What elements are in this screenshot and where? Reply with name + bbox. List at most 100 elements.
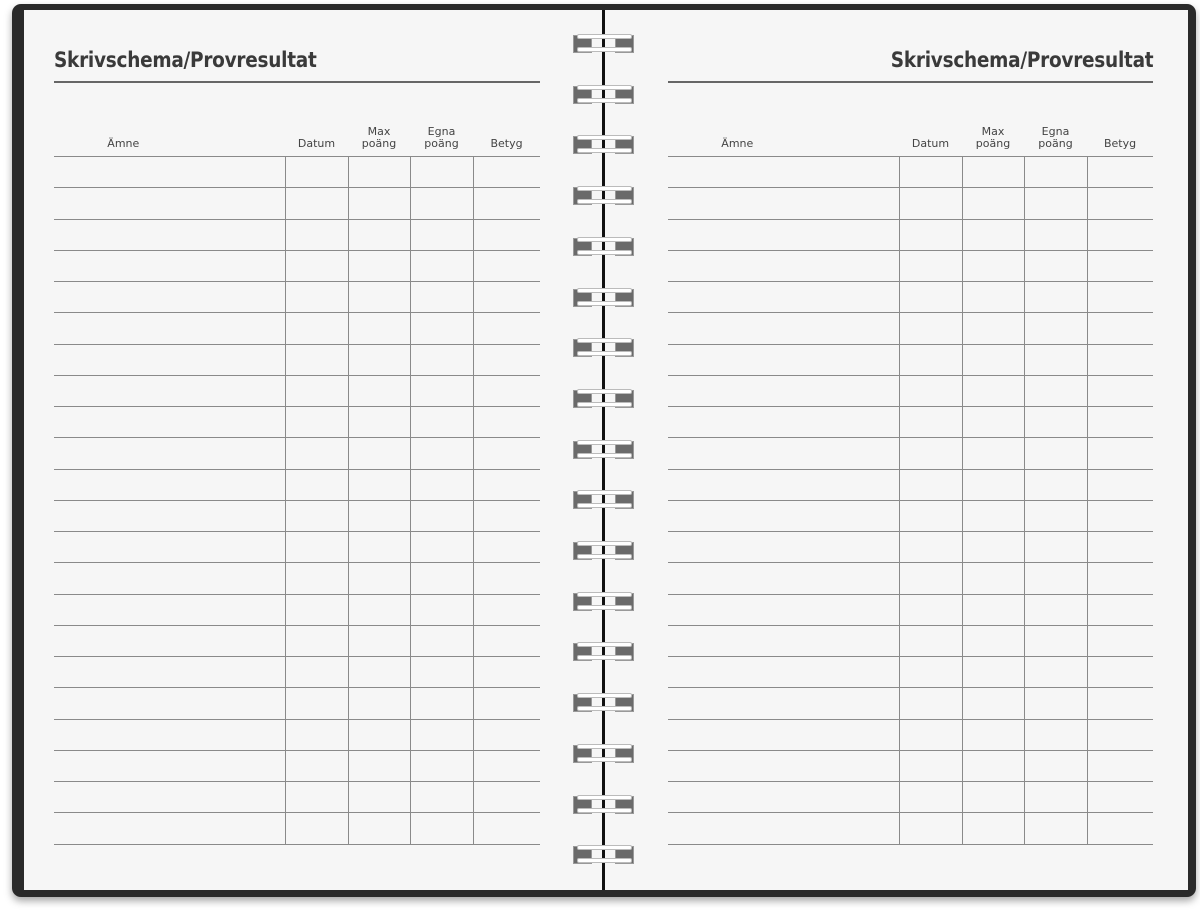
table-row-line	[54, 624, 540, 626]
column-header-own-points: Egna poäng	[424, 125, 459, 150]
table-row[interactable]	[668, 376, 1153, 406]
table-row-line	[54, 343, 540, 345]
table-row[interactable]	[668, 220, 1153, 250]
table-row[interactable]	[54, 626, 540, 656]
table-row-line	[54, 531, 540, 532]
table-row-line	[668, 249, 1153, 251]
table-row[interactable]	[668, 626, 1153, 656]
spiral-ring	[573, 540, 634, 560]
column-divider	[410, 156, 411, 844]
table-row[interactable]	[54, 688, 540, 718]
column-header-subject: Ämne	[107, 137, 140, 150]
table-row[interactable]	[54, 813, 540, 843]
table-row[interactable]	[54, 282, 540, 312]
column-divider	[1024, 156, 1025, 844]
table-row[interactable]	[668, 688, 1153, 718]
table-row-line	[668, 687, 1153, 689]
column-header-date: Datum	[297, 137, 336, 150]
table-row-line	[668, 218, 1153, 220]
table-row-line	[54, 374, 540, 376]
table-row[interactable]	[54, 501, 540, 531]
page-title: Skrivschema/Provresultat	[54, 48, 317, 72]
table-row[interactable]	[668, 188, 1153, 218]
table-row[interactable]	[54, 407, 540, 437]
column-header-own-points: Egna poäng	[1038, 125, 1073, 150]
column-divider	[348, 156, 349, 844]
table-row[interactable]	[668, 720, 1153, 750]
table-row[interactable]	[668, 407, 1153, 437]
table-row-line	[668, 406, 1153, 407]
table-row[interactable]	[668, 563, 1153, 593]
page-title: Skrivschema/Provresultat	[890, 48, 1153, 72]
table-row-line	[668, 531, 1153, 532]
table-row[interactable]	[54, 657, 540, 687]
table-row[interactable]	[54, 438, 540, 468]
table-row[interactable]	[668, 313, 1153, 343]
table-row-line	[54, 312, 540, 314]
spiral-ring	[573, 84, 634, 104]
table-row[interactable]	[54, 470, 540, 500]
table-row-line	[668, 374, 1153, 376]
table-row-line	[668, 656, 1153, 657]
table-row-line	[668, 187, 1153, 189]
spiral-ring	[573, 287, 634, 307]
table-row[interactable]	[668, 657, 1153, 687]
column-divider	[1087, 156, 1088, 844]
table-row[interactable]	[54, 376, 540, 406]
table-row[interactable]	[54, 532, 540, 562]
column-header-max-points: Max poäng	[975, 125, 1011, 150]
table-row[interactable]	[668, 251, 1153, 281]
spiral-ring	[573, 692, 634, 713]
table-row-line	[54, 781, 540, 782]
table-row-line	[668, 499, 1153, 501]
table-row-line	[54, 437, 540, 439]
table-row-line	[668, 812, 1153, 814]
table-row[interactable]	[668, 501, 1153, 531]
table-row[interactable]	[54, 157, 540, 187]
table-row-line	[668, 562, 1153, 564]
table-row-line	[54, 687, 540, 689]
table-row[interactable]	[668, 751, 1153, 781]
table-row[interactable]	[54, 563, 540, 593]
table-row-line	[54, 656, 540, 657]
table-row-line	[668, 593, 1153, 595]
table-row[interactable]	[54, 345, 540, 375]
table-row-line	[54, 812, 540, 814]
spiral-ring	[573, 439, 634, 459]
spiral-ring	[573, 337, 634, 358]
table-row[interactable]	[54, 751, 540, 781]
table-row[interactable]	[668, 470, 1153, 500]
table-row[interactable]	[54, 251, 540, 281]
right-page: Skrivschema/Provresultat Ämne Datum Max po…	[605, 10, 1188, 890]
table-row[interactable]	[668, 595, 1153, 625]
column-header-subject: Ämne	[721, 137, 754, 150]
table-row[interactable]	[54, 782, 540, 812]
table-row-line	[668, 781, 1153, 782]
table-row[interactable]	[54, 313, 540, 343]
table-row[interactable]	[668, 532, 1153, 562]
table-row[interactable]	[668, 157, 1153, 187]
spiral-ring	[573, 33, 634, 53]
table-row[interactable]	[54, 720, 540, 750]
table-row[interactable]	[54, 188, 540, 218]
table-row-line	[668, 749, 1153, 751]
column-divider	[285, 156, 286, 844]
spiral-ring	[573, 236, 634, 256]
table-row[interactable]	[54, 220, 540, 250]
table-row[interactable]	[668, 782, 1153, 812]
table-row-line	[54, 187, 540, 189]
table-row[interactable]	[668, 438, 1153, 468]
spiral-ring	[573, 489, 634, 510]
spine	[602, 10, 605, 890]
title-rule	[54, 81, 540, 83]
table-row-line	[668, 468, 1153, 470]
spiral-ring	[573, 134, 634, 155]
table-row[interactable]	[54, 595, 540, 625]
header-rule	[54, 156, 540, 157]
left-page: Skrivschema/Provresultat Ämne Datum Max po…	[24, 10, 603, 890]
table-row-line	[668, 843, 1153, 845]
header-rule	[668, 156, 1153, 157]
table-row[interactable]	[668, 282, 1153, 312]
table-row[interactable]	[668, 345, 1153, 375]
table-row[interactable]	[668, 813, 1153, 843]
